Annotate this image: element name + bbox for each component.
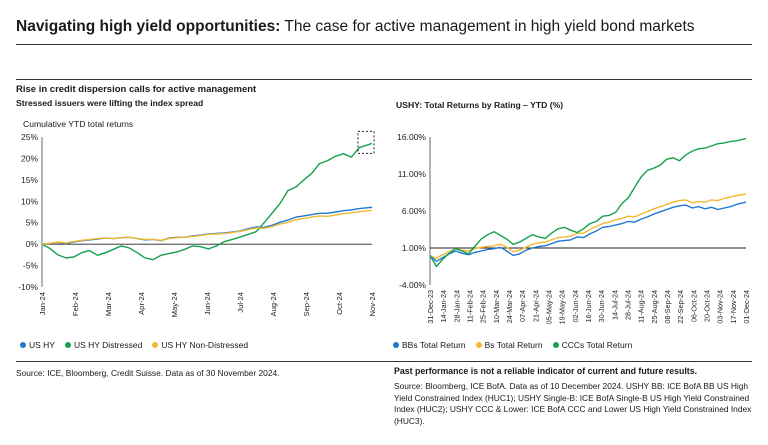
legend-dot-icon — [152, 342, 159, 348]
y-tick-label: 5% — [26, 218, 39, 228]
legend-label: US HY Non-Distressed — [161, 340, 249, 350]
x-tick-label: 08-Sep-24 — [663, 290, 672, 324]
x-tick-label: Oct-24 — [335, 292, 344, 315]
legend-dot-icon — [475, 342, 482, 348]
x-tick-label: 24-Mar-24 — [505, 290, 514, 323]
footer-divider — [16, 361, 752, 362]
x-tick-label: 25-Feb-24 — [479, 290, 488, 323]
y-tick-label: 6.00% — [402, 206, 427, 216]
x-tick-label: 11-Feb-24 — [466, 290, 475, 323]
x-tick-label: 03-Nov-24 — [716, 290, 725, 324]
legend-item: BBs Total Return — [393, 340, 466, 350]
left-chart-legend: US HY US HY Distressed US HY Non-Distresse… — [20, 340, 248, 350]
legend-dot-icon — [20, 342, 26, 348]
legend-label: US HY — [29, 340, 55, 350]
left-chart-subheading: Stressed issuers were lifting the index … — [16, 98, 204, 108]
series-line-bbs-total-return — [429, 201, 747, 262]
header-divider — [16, 44, 752, 45]
x-tick-label: 30-Jun-24 — [597, 290, 606, 322]
legend-label: US HY Distressed — [73, 340, 143, 350]
left-line-chart: -10% -5% 0% 5% 10% 15% 20% 25% Jan-24 Feb-24 Mar-2… — [18, 130, 377, 317]
legend-item: Bs Total Return — [475, 340, 543, 350]
y-tick-label: 11.00% — [398, 169, 427, 179]
x-tick-label: Jul-24 — [236, 292, 245, 313]
legend-label: Bs Total Return — [484, 340, 543, 350]
past-performance-disclaimer: Past performance is not a reliable indic… — [394, 366, 698, 376]
legend-dot-icon — [64, 342, 71, 348]
series-line-cccs-total-return — [429, 137, 747, 268]
section-divider — [16, 79, 752, 80]
legend-label: CCCs Total Return — [561, 340, 633, 350]
y-tick-label: -4.00% — [399, 280, 426, 290]
x-tick-label: Apr-24 — [137, 292, 146, 315]
right-chart-heading: USHY: Total Returns by Rating – YTD (%) — [396, 100, 564, 110]
x-tick-label: 31-Dec-23 — [426, 290, 435, 324]
x-tick-label: 20-Oct-24 — [703, 290, 712, 322]
x-tick-label: 14-Jan-24 — [439, 290, 448, 322]
x-tick-label: Mar-24 — [104, 292, 113, 316]
series-line-us-hy-distressed — [41, 142, 373, 261]
legend-dot-icon — [393, 342, 399, 348]
x-tick-label: 02-Jun-24 — [571, 290, 580, 322]
page-title-rest: The case for active management in high y… — [280, 18, 695, 35]
right-chart-legend: BBs Total Return Bs Total Return CCCs Tota… — [393, 340, 632, 350]
y-tick-label: -10% — [18, 282, 38, 292]
x-tick-label: Nov-24 — [368, 292, 377, 316]
x-tick-label: 21-Apr-24 — [531, 290, 540, 322]
x-tick-label: 10-Mar-24 — [492, 290, 501, 323]
y-tick-label: 1.00% — [402, 243, 427, 253]
x-tick-label: Jan-24 — [38, 292, 47, 315]
x-tick-label: 05-May-24 — [545, 290, 554, 324]
x-tick-label: 14-Jul-24 — [610, 290, 619, 320]
right-source-note: Source: Bloomberg, ICE BofA. Data as of … — [394, 381, 752, 426]
page-title: Navigating high yield opportunities: The… — [16, 18, 695, 36]
x-tick-label: May-24 — [170, 292, 179, 317]
x-tick-label: 28-Jul-24 — [624, 290, 633, 320]
x-tick-label: 22-Sep-24 — [676, 290, 685, 324]
y-tick-label: 10% — [21, 196, 38, 206]
y-tick-label: 15% — [21, 175, 38, 185]
x-tick-label: 06-Oct-24 — [689, 290, 698, 322]
legend-label: BBs Total Return — [402, 340, 466, 350]
legend-item: US HY — [20, 340, 55, 350]
x-tick-label: Sep-24 — [302, 292, 311, 317]
series-line-bs-total-return — [429, 193, 747, 260]
page-title-bold: Navigating high yield opportunities: — [16, 18, 281, 35]
highlight-box — [357, 130, 375, 154]
y-tick-label: 0% — [26, 239, 39, 249]
x-tick-label: 01-Dec-24 — [742, 290, 751, 324]
x-tick-label: 19-May-24 — [558, 290, 567, 324]
left-source-note: Source: ICE, Bloomberg, Credit Suisse. D… — [16, 368, 280, 378]
x-tick-label: Feb-24 — [71, 292, 80, 316]
x-tick-label: 16-Jun-24 — [584, 290, 593, 322]
legend-item: US HY Distressed — [64, 340, 143, 350]
legend-item: US HY Non-Distressed — [152, 340, 248, 350]
y-tick-label: 16.00% — [397, 132, 426, 142]
left-chart-heading: Rise in credit dispersion calls for acti… — [16, 84, 257, 95]
right-line-chart: -4.00% 1.00% 6.00% 11.00% 16.00% 31-Dec-23 14-… — [397, 132, 751, 324]
x-tick-label: 17-Nov-24 — [729, 290, 738, 324]
series-line-us-hy-non-distressed — [41, 209, 373, 245]
x-tick-label: Jun-24 — [203, 292, 212, 315]
x-tick-label: 07-Apr-24 — [518, 290, 527, 322]
x-tick-label: Aug-24 — [269, 292, 278, 317]
left-chart-ylabel: Cumulative YTD total returns — [23, 119, 134, 129]
legend-item: CCCs Total Return — [552, 340, 633, 350]
y-tick-label: -5% — [23, 261, 39, 271]
x-tick-label: 25-Aug-24 — [650, 290, 659, 324]
legend-dot-icon — [552, 342, 559, 348]
y-tick-label: 25% — [21, 132, 38, 142]
y-tick-label: 20% — [21, 153, 38, 163]
x-tick-label: 28-Jan-24 — [452, 290, 461, 322]
x-tick-label: 11-Aug-24 — [637, 290, 646, 323]
